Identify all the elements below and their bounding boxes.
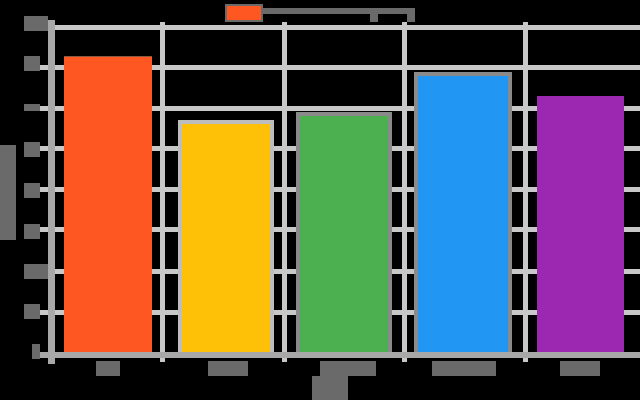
xtick-label bbox=[320, 361, 376, 376]
ytick-label: 12 bbox=[24, 304, 40, 319]
legend-label bbox=[263, 8, 415, 14]
ytick-label: 50 bbox=[24, 183, 40, 198]
bar-2[interactable] bbox=[178, 120, 274, 354]
bar-4[interactable] bbox=[414, 72, 512, 354]
bar-1[interactable] bbox=[64, 56, 152, 354]
legend-label-fragment bbox=[407, 14, 415, 22]
legend-swatch bbox=[225, 4, 263, 22]
ytick-label: 88 bbox=[24, 56, 40, 71]
gridline-y-75 bbox=[40, 106, 640, 111]
ytick-label: 38 bbox=[24, 224, 40, 239]
bar-5[interactable] bbox=[537, 96, 624, 354]
gridline-x-3 bbox=[402, 22, 407, 362]
xtick-label bbox=[208, 361, 248, 376]
legend bbox=[225, 4, 415, 22]
y-axis-label bbox=[0, 145, 16, 240]
ytick-label: 25 bbox=[24, 264, 48, 279]
xtick-label bbox=[96, 361, 120, 376]
gridline-y-100 bbox=[40, 25, 640, 30]
x-axis-line bbox=[40, 352, 640, 358]
ytick-label: 62 bbox=[24, 142, 40, 157]
xtick-label bbox=[432, 361, 496, 376]
bar-3[interactable] bbox=[296, 112, 392, 354]
ytick-label: 75 bbox=[24, 104, 40, 111]
y-axis-line bbox=[48, 20, 55, 364]
x-axis-label bbox=[312, 376, 348, 400]
xtick-label bbox=[560, 361, 600, 376]
gridline-x-2 bbox=[282, 22, 287, 362]
ytick-label: 0 bbox=[32, 344, 40, 359]
gridline-y-88 bbox=[40, 65, 640, 70]
gridline-x-1 bbox=[160, 22, 165, 362]
ytick-label: 100 bbox=[24, 16, 48, 31]
legend-label-fragment bbox=[370, 14, 378, 22]
gridline-x-4 bbox=[523, 22, 528, 362]
